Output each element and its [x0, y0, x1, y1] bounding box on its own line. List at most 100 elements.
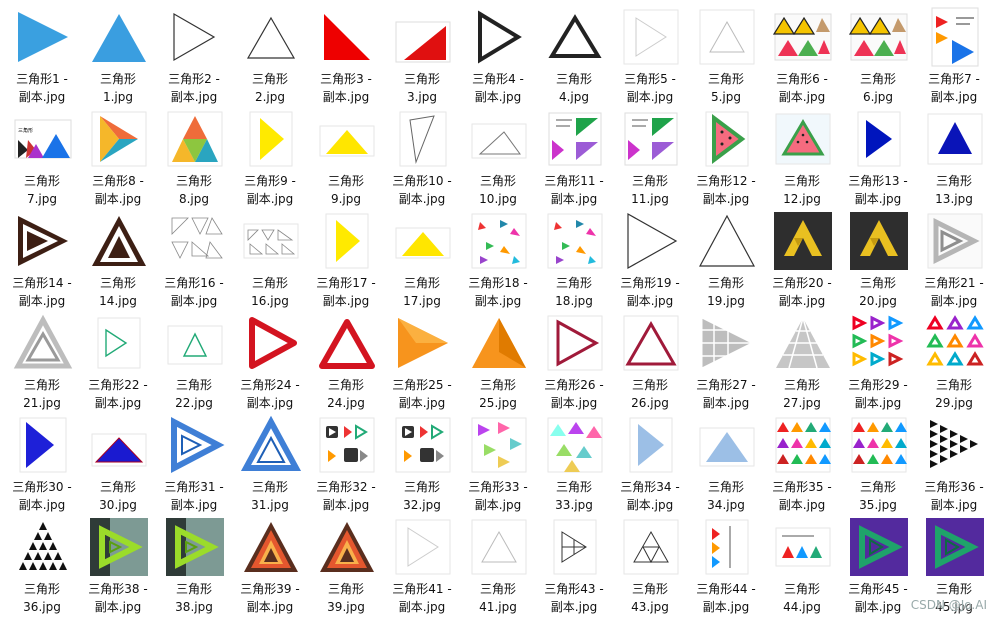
file-item[interactable]: 三角形14 - 副本.jpg — [4, 208, 80, 310]
file-item[interactable]: 三角形 33.jpg — [536, 412, 612, 514]
file-item[interactable]: 三角形38 - 副本.jpg — [80, 514, 156, 616]
file-item[interactable]: 三角形 三角形 7.jpg — [4, 106, 80, 208]
file-item[interactable]: 三角形34 - 副本.jpg — [612, 412, 688, 514]
file-item[interactable]: 三角形 5.jpg — [688, 4, 764, 106]
file-item[interactable]: 三角形 30.jpg — [80, 412, 156, 514]
file-item[interactable]: 三角形 43.jpg — [612, 514, 688, 616]
file-item[interactable]: 三角形35 - 副本.jpg — [764, 412, 840, 514]
file-item[interactable]: 三角形 45.jpg — [916, 514, 992, 616]
file-item[interactable]: 三角形 26.jpg — [612, 310, 688, 412]
file-item[interactable]: 三角形2 - 副本.jpg — [156, 4, 232, 106]
file-item[interactable]: 三角形7 - 副本.jpg — [916, 4, 992, 106]
file-item[interactable]: 三角形19 - 副本.jpg — [612, 208, 688, 310]
file-item[interactable]: 三角形 32.jpg — [384, 412, 460, 514]
file-item[interactable]: 三角形39 - 副本.jpg — [232, 514, 308, 616]
file-item[interactable]: 三角形 16.jpg — [232, 208, 308, 310]
file-item[interactable]: 三角形12 - 副本.jpg — [688, 106, 764, 208]
file-item[interactable]: 三角形4 - 副本.jpg — [460, 4, 536, 106]
file-item[interactable]: 三角形43 - 副本.jpg — [536, 514, 612, 616]
file-item[interactable]: 三角形 29.jpg — [916, 310, 992, 412]
file-name: 三角形 13.jpg — [935, 174, 973, 206]
file-item[interactable]: 三角形 38.jpg — [156, 514, 232, 616]
file-item[interactable]: 三角形10 - 副本.jpg — [384, 106, 460, 208]
file-item[interactable]: 三角形1 - 副本.jpg — [4, 4, 80, 106]
file-item[interactable]: 三角形 44.jpg — [764, 514, 840, 616]
file-item[interactable]: 三角形36 - 副本.jpg — [916, 412, 992, 514]
file-item[interactable]: 三角形6 - 副本.jpg — [764, 4, 840, 106]
file-item[interactable]: 三角形24 - 副本.jpg — [232, 310, 308, 412]
file-item[interactable]: 三角形27 - 副本.jpg — [688, 310, 764, 412]
file-item[interactable]: 三角形29 - 副本.jpg — [840, 310, 916, 412]
file-item[interactable]: 三角形 9.jpg — [308, 106, 384, 208]
file-item[interactable]: 三角形8 - 副本.jpg — [80, 106, 156, 208]
file-name: 三角形3 - 副本.jpg — [320, 72, 372, 104]
file-item[interactable]: 三角形17 - 副本.jpg — [308, 208, 384, 310]
file-item[interactable]: 三角形 20.jpg — [840, 208, 916, 310]
file-item[interactable]: 三角形 24.jpg — [308, 310, 384, 412]
file-item[interactable]: 三角形 11.jpg — [612, 106, 688, 208]
file-name: 三角形20 - 副本.jpg — [772, 276, 832, 308]
file-item[interactable]: 三角形20 - 副本.jpg — [764, 208, 840, 310]
orange-triangle-thumbnail — [470, 314, 528, 372]
yellow-right-triangle-thumbnail — [318, 212, 376, 270]
file-item[interactable]: 三角形 21.jpg — [4, 310, 80, 412]
file-name: 三角形 6.jpg — [859, 72, 896, 104]
file-item[interactable]: 三角形11 - 副本.jpg — [536, 106, 612, 208]
file-item[interactable]: 三角形21 - 副本.jpg — [916, 208, 992, 310]
file-name: 三角形18 - 副本.jpg — [468, 276, 528, 308]
file-item[interactable]: 三角形26 - 副本.jpg — [536, 310, 612, 412]
maroon-outline-right-thumbnail — [546, 314, 604, 372]
file-item[interactable]: 三角形 36.jpg — [4, 514, 80, 616]
file-item[interactable]: 三角形 1.jpg — [80, 4, 156, 106]
file-name: 三角形 36.jpg — [23, 582, 61, 614]
file-item[interactable]: 三角形 39.jpg — [308, 514, 384, 616]
file-item[interactable]: 三角形 27.jpg — [764, 310, 840, 412]
file-item[interactable]: 三角形5 - 副本.jpg — [612, 4, 688, 106]
file-item[interactable]: 三角形13 - 副本.jpg — [840, 106, 916, 208]
file-item[interactable]: 三角形 17.jpg — [384, 208, 460, 310]
file-item[interactable]: 三角形 3.jpg — [384, 4, 460, 106]
file-item[interactable]: 三角形22 - 副本.jpg — [80, 310, 156, 412]
file-item[interactable]: 三角形 14.jpg — [80, 208, 156, 310]
gold-triforce-dark-thumbnail — [774, 212, 832, 270]
file-item[interactable]: 三角形44 - 副本.jpg — [688, 514, 764, 616]
file-item[interactable]: 三角形 10.jpg — [460, 106, 536, 208]
file-item[interactable]: 三角形 4.jpg — [536, 4, 612, 106]
file-item[interactable]: 三角形25 - 副本.jpg — [384, 310, 460, 412]
file-item[interactable]: 三角形45 - 副本.jpg — [840, 514, 916, 616]
scattered-triangles-thumbnail — [470, 212, 528, 270]
tri-color-right-thumbnail — [90, 110, 148, 168]
file-name: 三角形 12.jpg — [783, 174, 821, 206]
file-item[interactable]: 三角形 2.jpg — [232, 4, 308, 106]
file-item[interactable]: 三角形32 - 副本.jpg — [308, 412, 384, 514]
file-name: 三角形 11.jpg — [631, 174, 669, 206]
file-item[interactable]: 三角形30 - 副本.jpg — [4, 412, 80, 514]
file-item[interactable]: 三角形3 - 副本.jpg — [308, 4, 384, 106]
file-item[interactable]: 三角形9 - 副本.jpg — [232, 106, 308, 208]
file-item[interactable]: 三角形 25.jpg — [460, 310, 536, 412]
play-icons-set-thumbnail — [394, 416, 452, 474]
file-item[interactable]: 三角形 13.jpg — [916, 106, 992, 208]
file-item[interactable]: 三角形 35.jpg — [840, 412, 916, 514]
file-item[interactable]: 三角形16 - 副本.jpg — [156, 208, 232, 310]
file-name: 三角形26 - 副本.jpg — [544, 378, 604, 410]
file-item[interactable]: 三角形 8.jpg — [156, 106, 232, 208]
file-item[interactable]: 三角形 18.jpg — [536, 208, 612, 310]
file-item[interactable]: 三角形 12.jpg — [764, 106, 840, 208]
file-name: 三角形 8.jpg — [175, 174, 212, 206]
file-item[interactable]: 三角形 19.jpg — [688, 208, 764, 310]
thin-outline-flat-thumbnail — [470, 110, 528, 168]
thin-outline-right-thumbnail — [394, 110, 452, 168]
file-item[interactable]: 三角形31 - 副本.jpg — [156, 412, 232, 514]
file-name: 三角形 33.jpg — [555, 480, 593, 512]
file-item[interactable]: 三角形 6.jpg — [840, 4, 916, 106]
file-item[interactable]: 三角形 34.jpg — [688, 412, 764, 514]
file-item[interactable]: 三角形 41.jpg — [460, 514, 536, 616]
file-item[interactable]: 三角形 22.jpg — [156, 310, 232, 412]
file-item[interactable]: 三角形33 - 副本.jpg — [460, 412, 536, 514]
file-item[interactable]: 三角形 31.jpg — [232, 412, 308, 514]
file-item[interactable]: 三角形18 - 副本.jpg — [460, 208, 536, 310]
file-item[interactable]: 三角形41 - 副本.jpg — [384, 514, 460, 616]
subdivided-right-thumbnail — [546, 518, 604, 576]
